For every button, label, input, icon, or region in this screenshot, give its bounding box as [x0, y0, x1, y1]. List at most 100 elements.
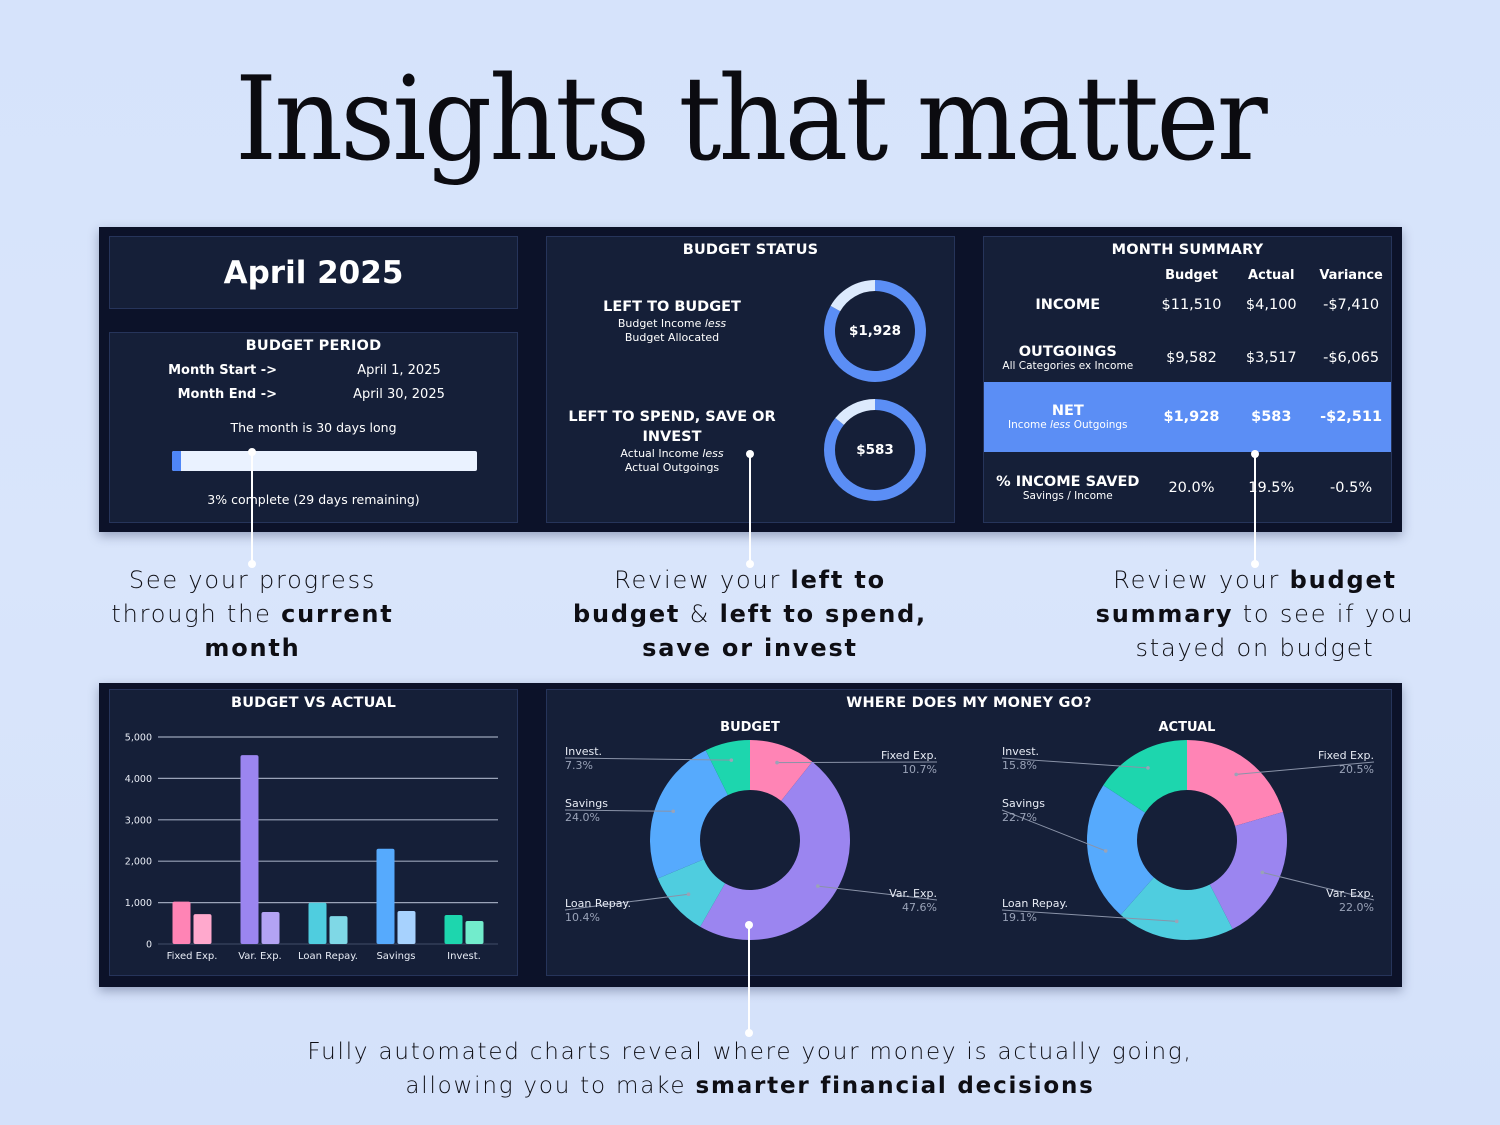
slice-label: Savings [1002, 797, 1045, 810]
slice-label: Invest. [565, 745, 602, 758]
month-progress-text: 3% complete (29 days remaining) [207, 492, 420, 507]
caption-text: See your progress [128, 566, 377, 594]
saved-actual: 19.5% [1248, 480, 1295, 496]
slice-percent: 7.3% [565, 759, 593, 772]
income-actual: $4,100 [1245, 297, 1297, 313]
left-to-budget-value: $1,928 [848, 323, 902, 339]
income-budget: $11,510 [1161, 297, 1222, 313]
net-budget: $1,928 [1163, 409, 1220, 425]
donut-slice [1087, 785, 1154, 915]
slice-percent: 19.1% [1002, 911, 1037, 924]
left-to-budget-title: LEFT TO BUDGET [603, 299, 741, 315]
row-title: OUTGOINGS [1018, 344, 1117, 360]
sub-less: less [1050, 419, 1071, 431]
summary-row-income: INCOME $11,510 $4,100 -$7,410 [984, 297, 1391, 313]
caption-charts: Fully automated charts reveal where your… [150, 1035, 1350, 1103]
donut-slice [750, 740, 813, 801]
actual-pie-title: ACTUAL [1158, 720, 1216, 735]
formula-less: less [702, 447, 724, 460]
slice-label: Fixed Exp. [1318, 749, 1374, 762]
budget-period-heading: BUDGET PERIOD [245, 338, 382, 354]
leader-line [564, 809, 674, 812]
leader-line [564, 757, 732, 761]
leader-dot [671, 809, 676, 814]
caption-text: & [680, 600, 720, 628]
column-variance: Variance [1319, 267, 1383, 283]
donut-slice [657, 859, 726, 927]
donut-slice [650, 750, 728, 879]
sub-part: Outgoings [1070, 419, 1128, 431]
slice-percent: 47.6% [902, 901, 937, 914]
left-to-spend-value: $583 [856, 442, 894, 458]
outgoings-budget: $9,582 [1166, 350, 1217, 366]
bar-actual [193, 914, 212, 944]
left-to-spend-ring [824, 399, 926, 501]
donut-slice [1187, 740, 1283, 826]
slice-label: Fixed Exp. [881, 749, 937, 762]
caption-bold: month [204, 634, 301, 662]
summary-row-net: NET Income less Outgoings $1,928 $583 -$2… [984, 382, 1391, 452]
y-tick-label: 0 [146, 940, 152, 951]
caption-bold: summary [1095, 600, 1234, 628]
slice-percent: 10.7% [902, 763, 937, 776]
caption-summary: Review your budget summary to see if you… [1075, 563, 1435, 665]
left-to-budget-formula: Budget Income less Budget Allocated [567, 317, 777, 345]
slice-label: Savings [565, 797, 608, 810]
leader-dot [1260, 870, 1265, 875]
budget-status-heading: BUDGET STATUS [682, 242, 819, 258]
budget-vs-actual-card: BUDGET VS ACTUAL 0 1,000 2,000 3,000 4,000 5,… [109, 689, 518, 976]
y-tick-label: 2,000 [125, 857, 152, 868]
left-to-budget-block: LEFT TO BUDGET Budget Income less Budget … [567, 297, 777, 345]
row-label: % INCOME SAVED Savings / Income [984, 474, 1152, 502]
connector-line [748, 925, 750, 1033]
slice-label: Var. Exp. [889, 887, 937, 900]
leader-dot [686, 892, 691, 897]
caption-text: Fully automated charts reveal where your… [307, 1039, 1193, 1065]
connector-dot [1251, 450, 1259, 458]
caption-status: Review your left to budget & left to spe… [560, 563, 940, 665]
connector-dot [745, 1029, 753, 1037]
caption-bold: budget [1289, 566, 1397, 594]
sub-part: Income [1008, 419, 1051, 431]
gauge-remaining-arc [835, 399, 875, 425]
bva-title: BUDGET VS ACTUAL [230, 695, 397, 711]
leader-line [1262, 871, 1375, 901]
budget-donut-chart: Fixed Exp.10.7% Var. Exp.47.6% Loan Repay.… [564, 740, 938, 940]
y-tick-label: 5,000 [125, 733, 152, 744]
bar-budget [376, 848, 395, 944]
y-tick-label: 3,000 [125, 815, 152, 826]
outgoings-variance: -$6,065 [1323, 350, 1380, 366]
connector-dot [745, 921, 753, 929]
slice-percent: 20.5% [1339, 763, 1374, 776]
y-tick-label: 4,000 [125, 774, 152, 785]
connector-dot [746, 450, 754, 458]
slice-percent: 22.0% [1339, 901, 1374, 914]
bar-actual [397, 910, 416, 944]
x-tick-label: Loan Repay. [298, 951, 358, 962]
gauge-remaining-arc [830, 280, 875, 312]
leader-line [1001, 757, 1149, 769]
summary-header-row: Budget Actual Variance [984, 265, 1391, 285]
caption-text: Review your [1113, 566, 1290, 594]
caption-text: Review your [614, 566, 791, 594]
y-tick-label: 1,000 [125, 898, 152, 909]
caption-text: to see if you [1233, 600, 1415, 628]
connector-dot [1251, 560, 1259, 568]
saved-variance: -0.5% [1330, 480, 1373, 496]
row-label: NET Income less Outgoings [984, 403, 1152, 431]
caption-text: through the [111, 600, 282, 628]
net-actual: $583 [1251, 409, 1292, 425]
left-to-spend-title: LEFT TO SPEND, SAVE OR INVEST [567, 407, 777, 447]
outgoings-actual: $3,517 [1245, 350, 1297, 366]
row-title: INCOME [1035, 297, 1101, 313]
connector-dot [248, 448, 256, 456]
connector-dot [248, 560, 256, 568]
month-progress-bar [172, 451, 477, 471]
caption-bold: left to [790, 566, 886, 594]
leader-line [1236, 761, 1375, 775]
leader-dot [775, 760, 779, 765]
leader-dot [1174, 919, 1179, 924]
caption-bold: left to spend, [719, 600, 927, 628]
caption-text: allowing you to make [405, 1073, 696, 1099]
budget-period-card: BUDGET PERIOD Month Start -> April 1, 20… [109, 332, 518, 523]
